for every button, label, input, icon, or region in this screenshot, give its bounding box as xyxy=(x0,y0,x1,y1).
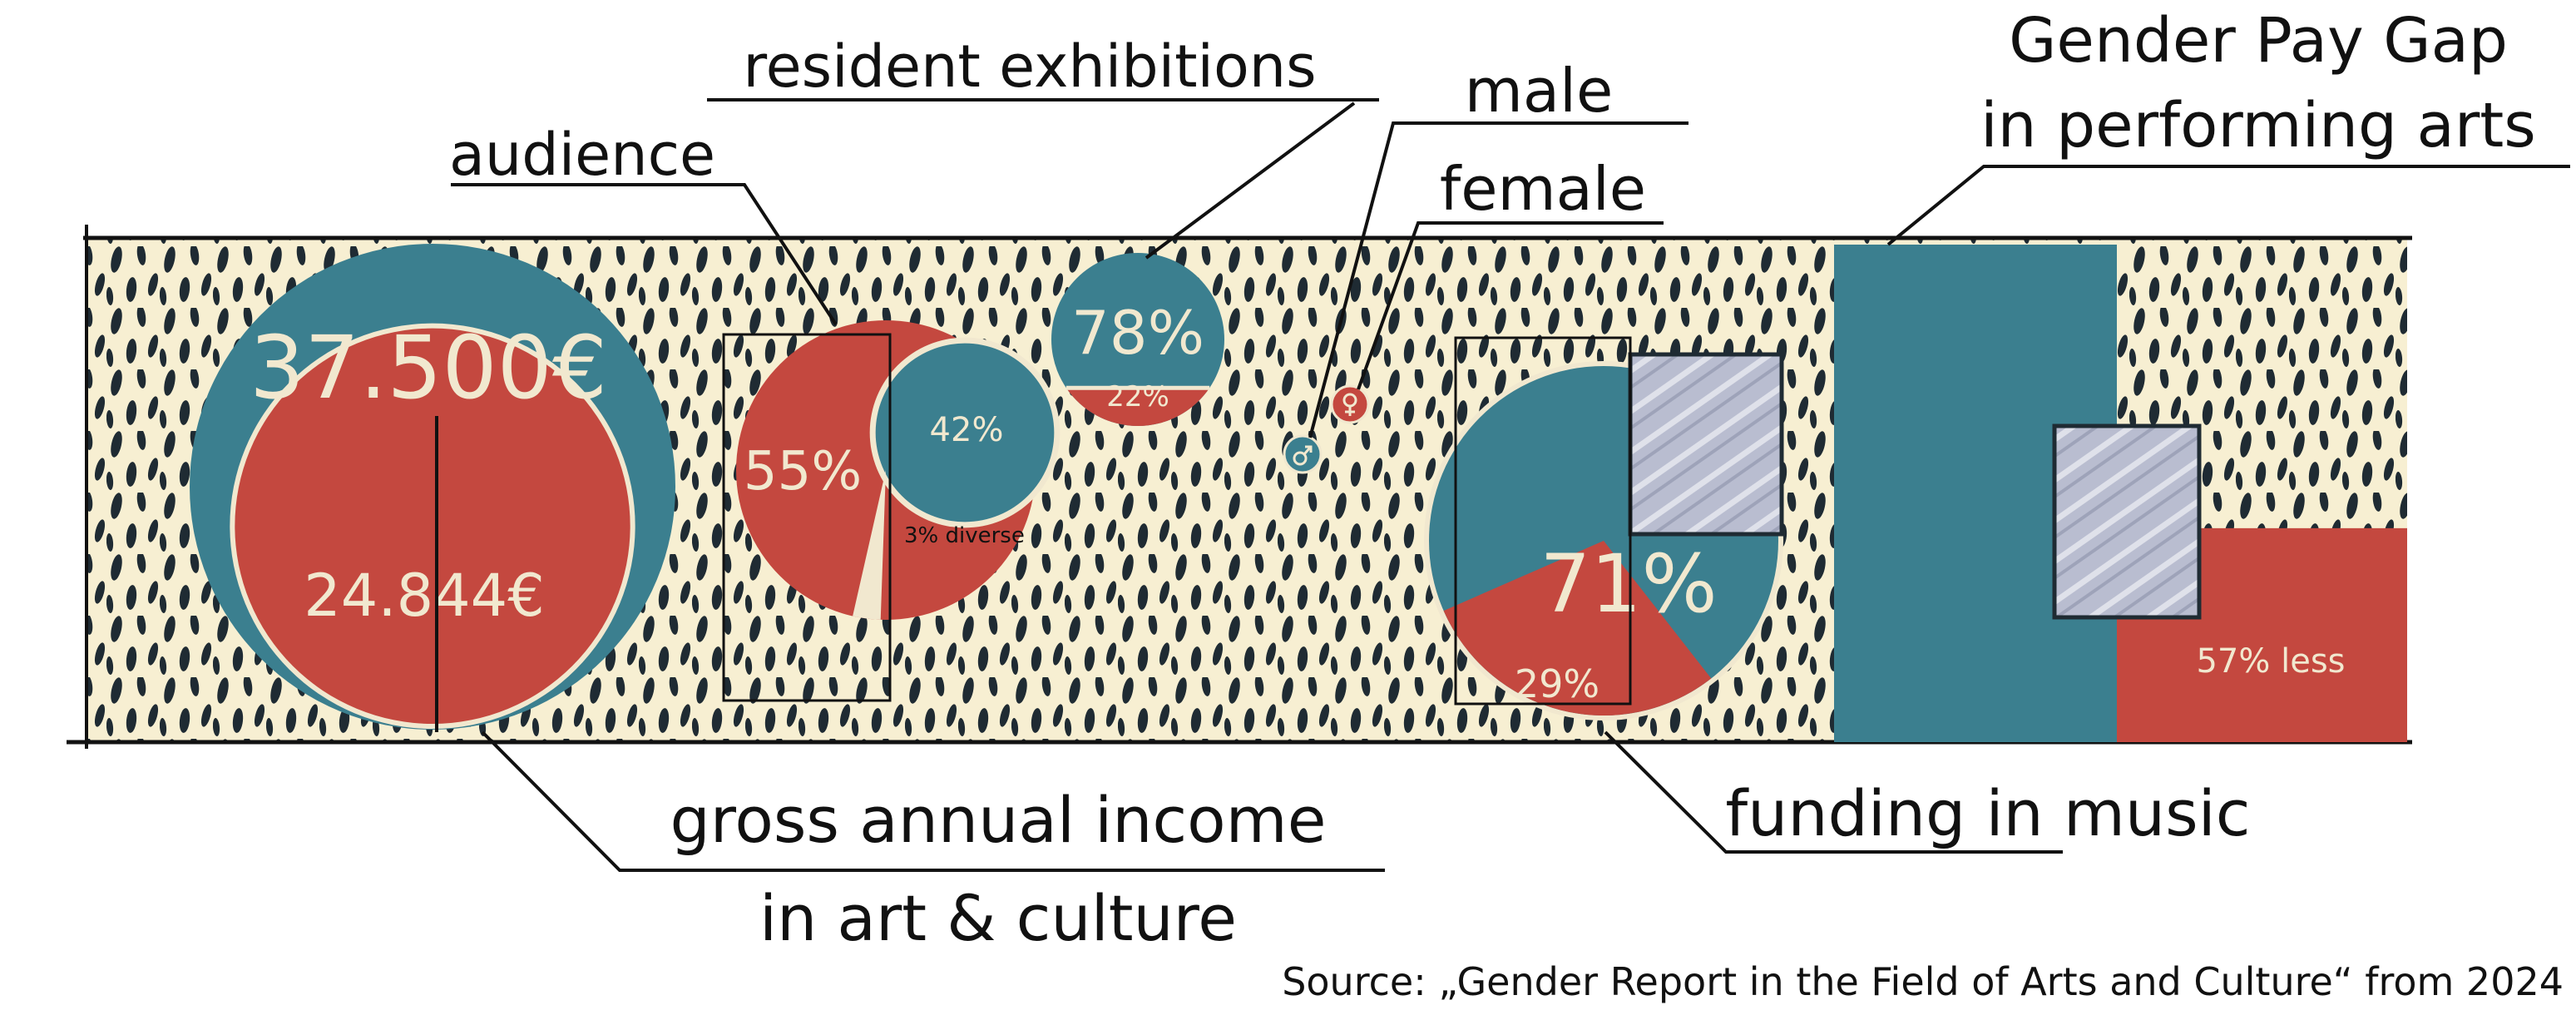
audience-slice-diverse xyxy=(853,470,886,620)
exhibitions-slice-male xyxy=(1051,253,1224,426)
funding-slice-female xyxy=(1443,541,1712,715)
door-frame-funding xyxy=(1454,336,1632,706)
income-male-label: 37.500€ xyxy=(250,317,607,418)
label-resident-exhibitions: resident exhibitions xyxy=(743,32,1316,101)
label-pay-gap-line1: Gender Pay Gap xyxy=(2009,5,2508,77)
label-male: male xyxy=(1465,56,1614,126)
exhibitions-slice-female xyxy=(1066,388,1210,426)
female-symbol-icon xyxy=(1330,384,1370,424)
income-bubble-chart xyxy=(190,244,675,730)
exhibitions-pie-chart xyxy=(1051,253,1224,426)
audience-slice-male xyxy=(875,343,1055,522)
audience-male-label: 42% xyxy=(930,411,1004,449)
funding-female-label: 29% xyxy=(1515,661,1599,706)
mirror-image-paygap xyxy=(2052,423,2202,620)
source-note: Source: „Gender Report in the Field of A… xyxy=(1282,959,2564,1004)
label-gross-income-line1: gross annual income xyxy=(670,783,1327,857)
male-symbol-icon xyxy=(1283,434,1323,474)
label-female: female xyxy=(1440,154,1646,224)
exhibitions-female-label: 22% xyxy=(1106,380,1169,413)
door-frame-audience xyxy=(722,333,892,702)
paygap-female-label: 57% less xyxy=(2196,642,2345,681)
label-funding-in-music: funding in music xyxy=(1725,776,2250,850)
audience-female-label: 55% xyxy=(744,441,862,503)
label-audience: audience xyxy=(449,121,715,189)
leader-lines xyxy=(451,98,2570,872)
funding-male-label: 71% xyxy=(1540,537,1717,631)
label-gross-income-line2: in art & culture xyxy=(759,881,1237,955)
income-female-bubble xyxy=(235,328,630,724)
audience-diverse-label: 3% diverse xyxy=(904,523,1025,548)
income-female-label: 24.844€ xyxy=(304,562,544,630)
label-pay-gap-line2: in performing arts xyxy=(1980,90,2536,161)
mirror-image-funding xyxy=(1628,352,1784,537)
exhibitions-male-label: 78% xyxy=(1071,298,1204,368)
audience-pie-chart xyxy=(736,320,1061,620)
